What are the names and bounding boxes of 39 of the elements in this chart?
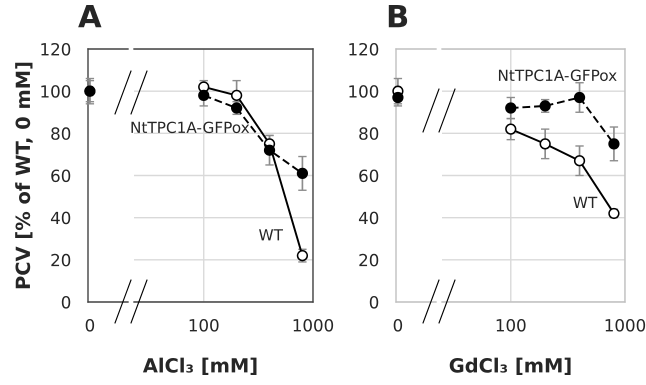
series-label: NtTPC1A-GFPox bbox=[131, 122, 250, 134]
point bbox=[574, 155, 586, 166]
x-tick-label: 1000 bbox=[294, 318, 334, 332]
series-label: WT bbox=[259, 229, 284, 240]
point bbox=[198, 90, 210, 102]
x-tick-label: 100 bbox=[190, 318, 219, 332]
y-tick-label: 120 bbox=[41, 42, 70, 56]
y-tick-label: 40 bbox=[358, 212, 378, 224]
y-tick-label: 0 bbox=[62, 296, 70, 309]
x-tick-label: 1000 bbox=[606, 318, 646, 332]
y-axis-title: PCV [% of WT, 0 mM] bbox=[15, 62, 33, 288]
y-tick-label: 20 bbox=[359, 254, 378, 266]
y-tick-label: 0 bbox=[370, 296, 378, 309]
point bbox=[608, 138, 620, 150]
y-tick-label: 60 bbox=[359, 169, 378, 182]
x-axis-title: AlCl₃ [mM] bbox=[142, 358, 256, 375]
x-tick-label: 0 bbox=[86, 318, 94, 332]
text: A bbox=[78, 4, 102, 28]
x-tick-label: 0 bbox=[394, 318, 402, 332]
y-tick-label: 20 bbox=[51, 254, 70, 266]
point bbox=[296, 168, 308, 180]
y-tick-label: 100 bbox=[41, 85, 70, 98]
series-label: WT bbox=[573, 196, 598, 208]
point bbox=[264, 144, 276, 156]
y-tick-label: 60 bbox=[51, 169, 70, 182]
y-tick-label: 80 bbox=[359, 127, 378, 140]
point bbox=[505, 102, 516, 114]
x-axis-title: GdCl₃ [mM] bbox=[450, 358, 571, 375]
point bbox=[540, 138, 551, 150]
text: B bbox=[388, 4, 408, 28]
y-tick-label: 40 bbox=[50, 212, 70, 224]
y-tick-label: 100 bbox=[349, 85, 378, 98]
point bbox=[231, 90, 242, 102]
point bbox=[574, 92, 586, 104]
y-tick-label: 120 bbox=[349, 42, 378, 56]
point bbox=[505, 123, 516, 135]
x-tick-label: 100 bbox=[496, 318, 526, 332]
series-label: NtTPC1A-GFPox bbox=[498, 70, 617, 82]
y-tick-label: 80 bbox=[51, 127, 70, 140]
